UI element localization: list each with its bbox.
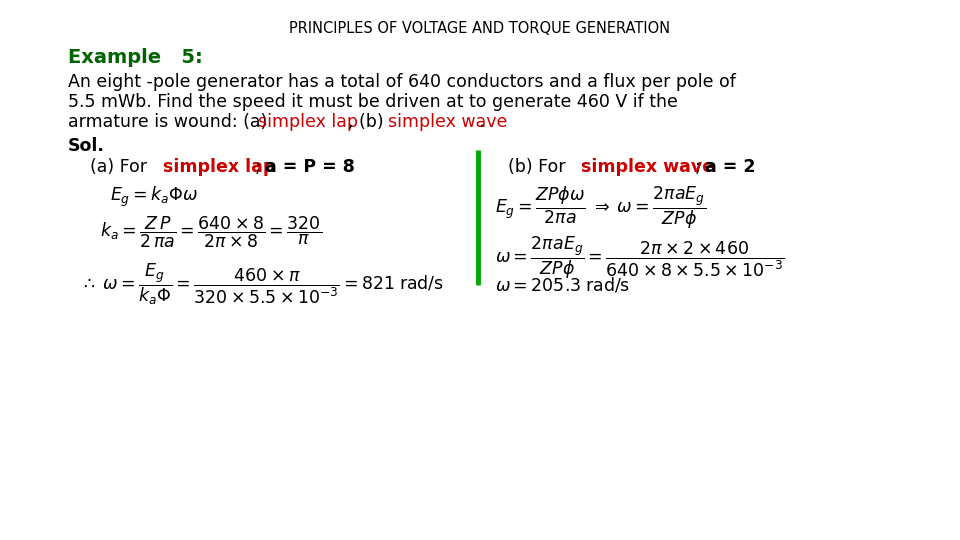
Text: ;: ;	[255, 158, 266, 176]
Text: $\omega = \dfrac{2\pi a E_g}{ZP\phi} = \dfrac{2\pi\times 2\times 460}{640\times : $\omega = \dfrac{2\pi a E_g}{ZP\phi} = \…	[495, 235, 784, 281]
Text: Sol.: Sol.	[68, 137, 105, 155]
Text: , (b): , (b)	[348, 113, 389, 131]
Text: ;: ;	[695, 158, 707, 176]
Text: (a) For: (a) For	[90, 158, 153, 176]
Text: a = P = 8: a = P = 8	[265, 158, 355, 176]
Text: simplex lap: simplex lap	[258, 113, 358, 131]
Text: a = 2: a = 2	[705, 158, 756, 176]
Text: .: .	[478, 113, 484, 131]
Text: $E_g = k_a \Phi\omega$: $E_g = k_a \Phi\omega$	[110, 185, 198, 209]
Text: Example   5:: Example 5:	[68, 48, 203, 67]
Text: $\therefore\;\omega = \dfrac{E_g}{k_a\Phi} = \dfrac{460\times\pi}{320\times 5.5\: $\therefore\;\omega = \dfrac{E_g}{k_a\Ph…	[80, 262, 444, 307]
Text: PRINCIPLES OF VOLTAGE AND TORQUE GENERATION: PRINCIPLES OF VOLTAGE AND TORQUE GENERAT…	[289, 21, 671, 36]
Text: (b) For: (b) For	[508, 158, 571, 176]
Text: An eight -pole generator has a total of 640 conductors and a flux per pole of: An eight -pole generator has a total of …	[68, 73, 736, 91]
Text: $E_g = \dfrac{ZP\phi\omega}{2\pi a}\;\Rightarrow\;\omega = \dfrac{2\pi a E_g}{ZP: $E_g = \dfrac{ZP\phi\omega}{2\pi a}\;\Ri…	[495, 185, 706, 231]
Text: simplex lap: simplex lap	[163, 158, 276, 176]
Text: simplex wave: simplex wave	[388, 113, 508, 131]
Text: $\omega = 205.3\;\mathrm{rad/s}$: $\omega = 205.3\;\mathrm{rad/s}$	[495, 275, 631, 294]
Text: 5.5 mWb. Find the speed it must be driven at to generate 460 V if the: 5.5 mWb. Find the speed it must be drive…	[68, 93, 678, 111]
Text: simplex wave: simplex wave	[581, 158, 714, 176]
Text: armature is wound: (a): armature is wound: (a)	[68, 113, 273, 131]
Text: $k_a = \dfrac{Z\,P}{2\,\pi a} = \dfrac{640\times 8}{2\pi\times 8} = \dfrac{320}{: $k_a = \dfrac{Z\,P}{2\,\pi a} = \dfrac{6…	[100, 215, 322, 251]
